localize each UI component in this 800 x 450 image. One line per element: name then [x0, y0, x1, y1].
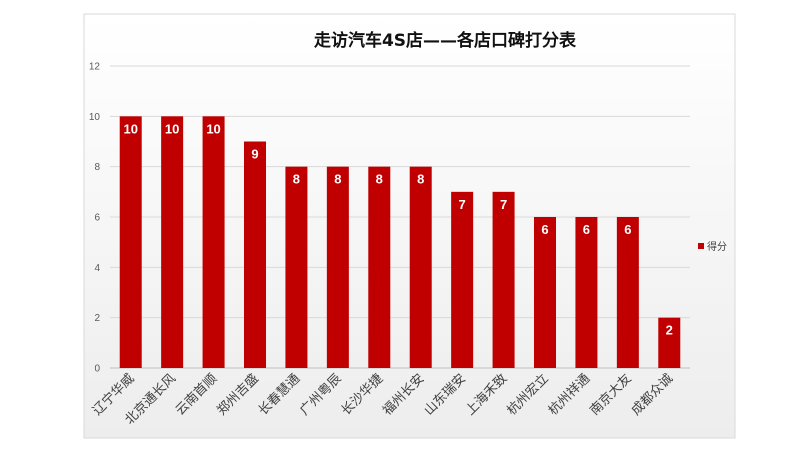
data-label: 7	[500, 197, 507, 212]
data-label: 10	[123, 121, 137, 136]
bar	[161, 116, 184, 368]
bar	[658, 317, 681, 368]
data-label: 10	[165, 121, 179, 136]
y-tick-label: 6	[94, 213, 100, 224]
y-tick-label: 12	[89, 62, 101, 73]
data-label: 2	[666, 323, 673, 338]
bar	[409, 166, 432, 368]
chart-title: 走访汽车4S店——各店口碑打分表	[314, 30, 577, 51]
bar	[368, 166, 391, 368]
bar	[492, 191, 515, 368]
bar	[202, 116, 225, 368]
bar	[616, 217, 639, 368]
y-tick-label: 4	[94, 263, 100, 274]
bar	[575, 217, 598, 368]
data-label: 8	[376, 172, 383, 187]
data-label: 6	[624, 222, 631, 237]
data-label: 10	[206, 121, 220, 136]
data-label: 8	[417, 172, 424, 187]
data-label: 7	[459, 197, 466, 212]
bar	[285, 166, 308, 368]
bar	[534, 217, 556, 368]
bar	[244, 141, 266, 368]
y-tick-label: 2	[94, 313, 100, 324]
data-label: 9	[251, 147, 258, 162]
legend: 得分	[698, 241, 727, 253]
bar	[119, 116, 142, 368]
data-label: 6	[583, 222, 590, 237]
y-tick-label: 0	[94, 364, 100, 375]
legend-swatch	[698, 243, 704, 249]
data-label: 6	[541, 222, 548, 237]
legend-label: 得分	[707, 241, 727, 253]
y-tick-label: 8	[94, 162, 100, 173]
bar	[451, 191, 474, 368]
bar	[326, 166, 349, 368]
y-tick-label: 10	[89, 112, 101, 123]
data-label: 8	[334, 172, 341, 187]
data-label: 8	[293, 172, 300, 187]
